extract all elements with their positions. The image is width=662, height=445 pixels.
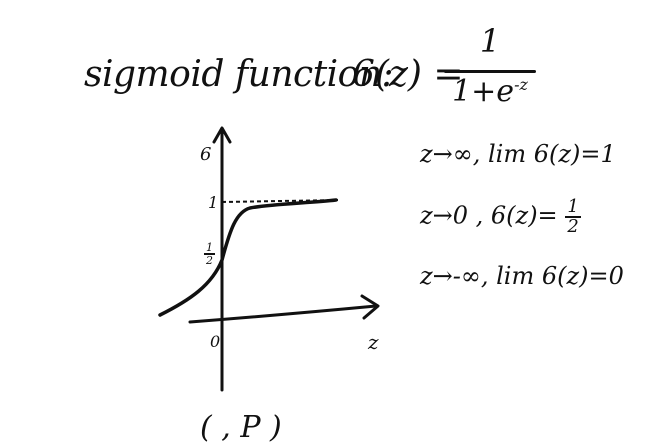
sigmoid-sketch [158, 126, 380, 392]
y-axis-arrow [212, 126, 232, 144]
denominator-base: 1+e [452, 74, 515, 109]
limit-zero-frac-den: 2 [567, 216, 579, 237]
fraction-numerator: 1 [479, 22, 501, 60]
x-axis-label: z [368, 330, 379, 354]
sigmoid-formula: sigmoid function: 6(z) = 1 1+e-z [84, 22, 644, 112]
y-tick-half-den: 2 [206, 254, 213, 267]
formula-fraction: 1 1+e-z [444, 22, 536, 112]
y-tick-one: 1 [208, 193, 219, 212]
limit-negative-infinity: z→-∞, lim 6(z)=0 [420, 262, 624, 290]
x-axis-arrow [360, 294, 380, 320]
y-axis-label: 6 [200, 144, 212, 165]
y-tick-half-num: 1 [204, 241, 215, 255]
fraction-bar [444, 70, 536, 73]
formula-lhs: 6(z) = [352, 54, 464, 95]
cut-off-text: ( , P ) [200, 410, 282, 445]
limit-zero-frac-num: 1 [565, 196, 581, 218]
x-axis [188, 304, 378, 324]
limit-zero-prefix: z→0 , 6(z)= [420, 201, 558, 230]
origin-label: 0 [210, 332, 221, 351]
sigmoid-curve [158, 198, 338, 317]
denominator-exponent: -z [514, 75, 528, 94]
formula-label: sigmoid function: [84, 54, 394, 95]
fraction-denominator: 1+e-z [444, 74, 536, 109]
limit-positive-infinity: z→∞, lim 6(z)=1 [420, 140, 616, 168]
